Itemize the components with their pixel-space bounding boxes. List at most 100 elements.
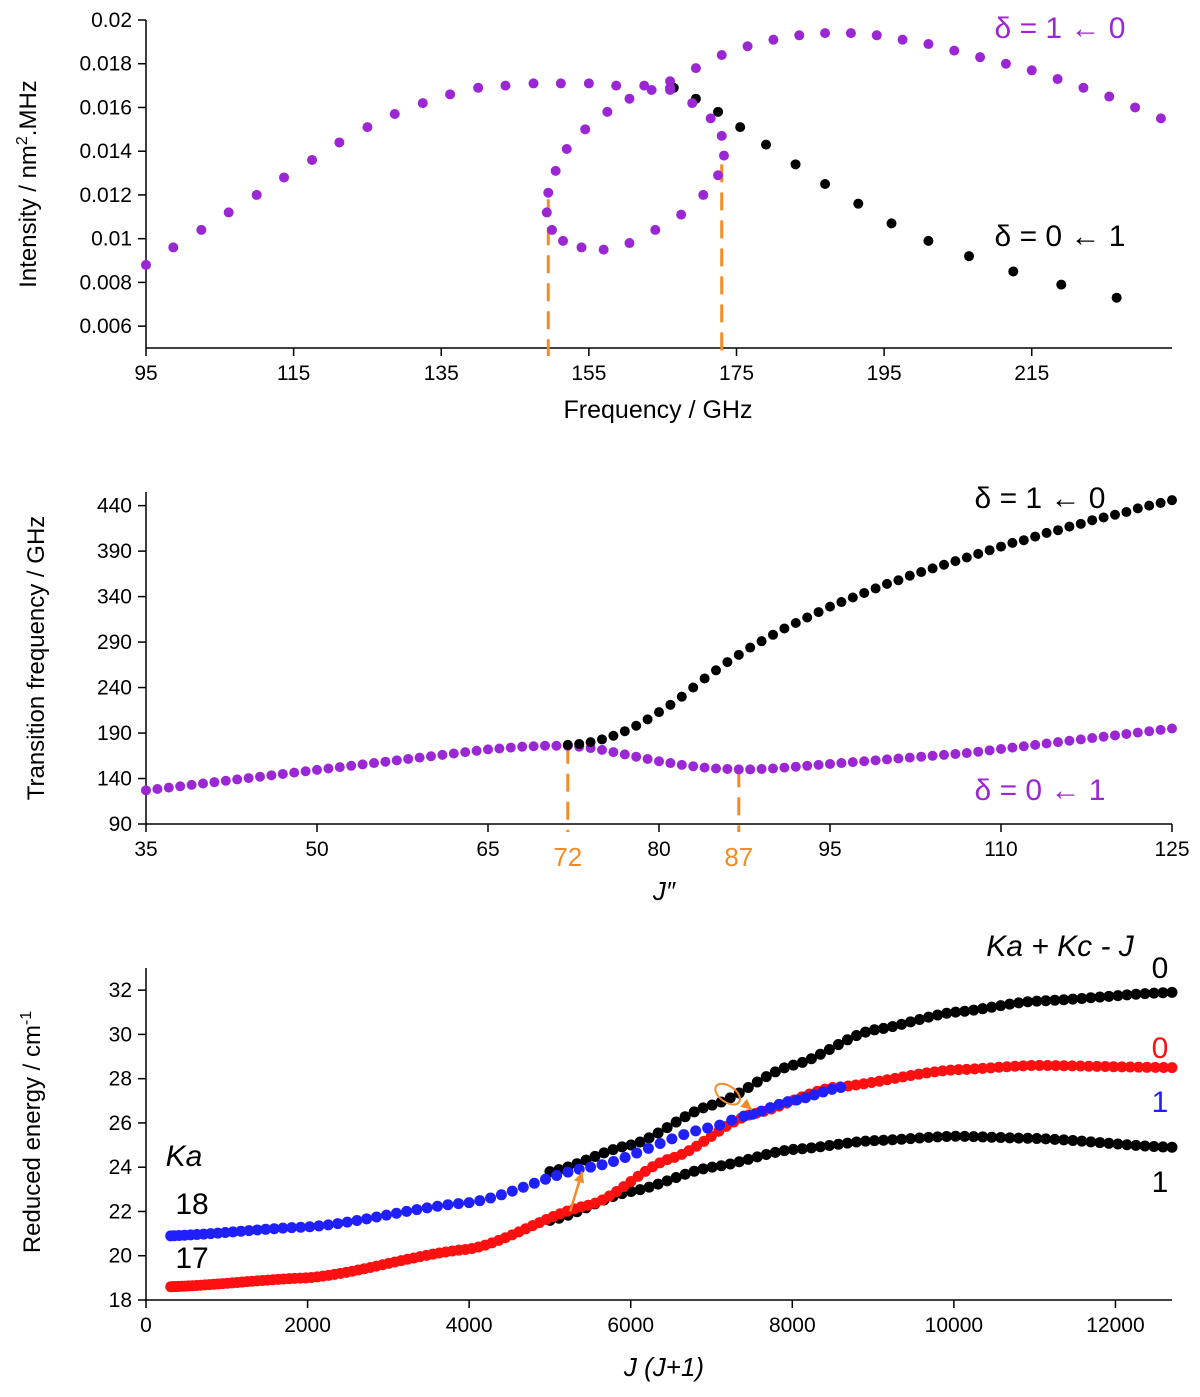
- p2-point-delta01: [209, 777, 220, 788]
- p2-point-delta01: [973, 746, 984, 757]
- p2-point-delta01: [1132, 727, 1143, 738]
- p3-point-black: [796, 1056, 808, 1068]
- p3-point-black: [832, 1138, 844, 1150]
- p2-point-delta10: [1167, 495, 1177, 506]
- p1-y-tick-label: 0.012: [79, 184, 132, 207]
- p2-point-delta10: [939, 559, 949, 570]
- p3-point-blue: [596, 1159, 608, 1171]
- p2-point-delta10: [790, 617, 801, 628]
- p3-point-black: [778, 1145, 790, 1157]
- p3-point-black: [652, 1127, 664, 1139]
- p3-point-blue: [782, 1096, 794, 1108]
- p2-point-delta01: [859, 756, 870, 767]
- p3-point-blue: [678, 1129, 690, 1141]
- p2-point-delta01: [141, 785, 151, 796]
- p2-point-delta01: [346, 760, 357, 771]
- p2-point-delta01: [414, 752, 425, 763]
- p1-x-tick-label: 95: [134, 362, 157, 385]
- p3-point-blue: [463, 1197, 475, 1209]
- p2-point-delta01: [836, 758, 847, 769]
- p3-point-black: [1085, 1136, 1097, 1148]
- p2-point-delta01: [1007, 742, 1018, 753]
- p2-point-delta01: [220, 775, 231, 786]
- p1-series-label-delta10: δ = 1 ← 0: [995, 12, 1126, 45]
- p2-point-delta01: [186, 779, 197, 790]
- p2-point-delta01: [1098, 731, 1109, 742]
- p3-point-blue: [528, 1177, 540, 1189]
- p2-point-delta01: [927, 750, 938, 761]
- p3-point-black: [932, 1009, 944, 1021]
- p3-point-red: [1108, 1061, 1120, 1073]
- p1-y-axis-title: Intensity / nm2.MHz: [14, 80, 42, 288]
- p1-point-loop: [687, 98, 698, 109]
- p2-point-delta01: [699, 762, 710, 773]
- p3-point-black: [1157, 1141, 1169, 1153]
- p3-point-black: [670, 1116, 682, 1128]
- p2-x-axis-title: J″: [652, 876, 676, 906]
- p1-point-delta10: [794, 30, 805, 41]
- p3-point-black: [832, 1039, 844, 1051]
- p3-point-black: [823, 1043, 835, 1055]
- p2-point-delta10: [1007, 537, 1018, 548]
- p2-point-delta10: [597, 734, 607, 745]
- p3-point-blue: [370, 1211, 382, 1223]
- p3-point-black: [1022, 1132, 1034, 1144]
- p3-label-blue-1: 1: [1152, 1086, 1169, 1119]
- p3-point-black: [814, 1141, 826, 1153]
- p2-point-delta01: [505, 742, 516, 753]
- p2-marker-label: 72: [553, 842, 582, 872]
- p3-point-black: [1103, 990, 1115, 1002]
- p2-point-delta10: [859, 587, 870, 598]
- p3-point-blue: [631, 1147, 643, 1159]
- p3-point-black: [760, 1149, 772, 1161]
- p2-point-delta10: [1018, 535, 1029, 546]
- p3-point-black: [995, 1132, 1007, 1144]
- p2-x-tick-label: 95: [818, 838, 841, 861]
- p3-point-black: [769, 1066, 781, 1078]
- p3-point-blue: [791, 1094, 803, 1106]
- p3-point-black: [607, 1144, 619, 1156]
- p2-point-delta01: [1030, 739, 1041, 750]
- p1-point-delta10: [445, 89, 456, 100]
- p3-point-black: [995, 1000, 1007, 1012]
- p2-point-delta01: [688, 761, 699, 772]
- p1-point-loop: [624, 238, 635, 249]
- p3-point-black: [887, 1021, 899, 1033]
- p2-point-delta01: [266, 770, 277, 781]
- p3-point-black: [1121, 989, 1133, 1001]
- p2-point-delta01: [733, 764, 744, 775]
- p3-x-tick-label: 8000: [769, 1314, 816, 1337]
- p1-point-delta10: [1052, 74, 1063, 85]
- p3-point-red: [953, 1064, 965, 1076]
- p1-point-loop: [713, 170, 724, 181]
- p2-point-delta01: [1018, 741, 1029, 752]
- p1-point-loop: [665, 82, 676, 93]
- p3-point-red: [1166, 1062, 1178, 1074]
- p3-point-blue: [243, 1225, 255, 1237]
- p2-point-delta10: [642, 714, 653, 725]
- p3-point-black: [742, 1153, 754, 1165]
- p3-point-blue: [817, 1086, 829, 1098]
- p1-point-loop: [580, 124, 591, 135]
- p1-point-delta10: [975, 52, 986, 63]
- p3-point-blue: [764, 1102, 776, 1114]
- p3-point-black: [778, 1062, 790, 1074]
- p2-point-delta01: [893, 753, 904, 764]
- p1-point-loop: [646, 84, 657, 95]
- p3-point-blue: [351, 1215, 363, 1227]
- p3-point-blue: [313, 1220, 325, 1232]
- p3-point-black: [616, 1141, 628, 1153]
- p2-point-delta10: [1144, 500, 1155, 511]
- p2-point-delta10: [904, 570, 915, 581]
- p3-point-black: [977, 1131, 989, 1143]
- p2-point-delta10: [996, 541, 1006, 552]
- p3-point-blue: [332, 1218, 344, 1230]
- p2-point-delta01: [277, 768, 288, 779]
- p3-point-black: [1004, 998, 1016, 1010]
- p2-point-delta01: [711, 763, 721, 774]
- p3-point-black: [697, 1163, 709, 1175]
- p2-point-delta01: [289, 767, 300, 778]
- p1-series-label-delta01: δ = 0 ← 1: [995, 220, 1126, 253]
- p2-point-delta10: [950, 556, 961, 567]
- p3-point-black: [1148, 1140, 1160, 1152]
